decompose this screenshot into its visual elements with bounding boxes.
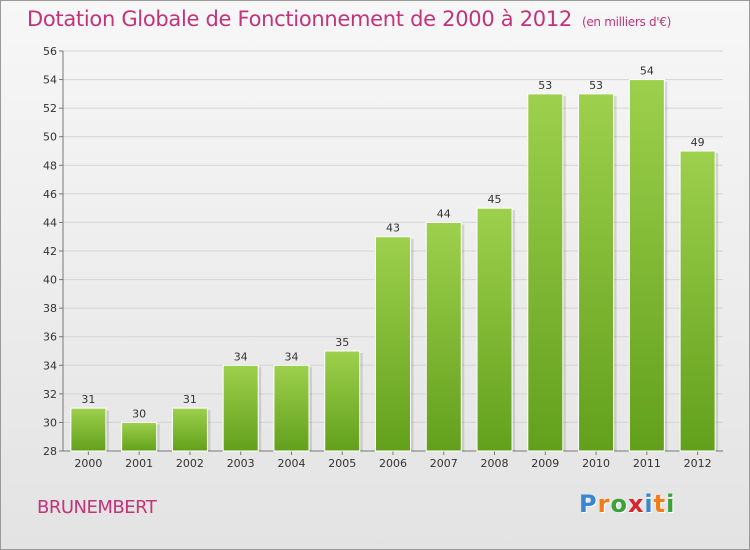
bar-value-label: 30 <box>132 407 146 420</box>
bar-value-label: 43 <box>386 222 400 235</box>
chart-title-text: Dotation Globale de Fonctionnement de 20… <box>27 7 572 31</box>
x-tick-label: 2003 <box>227 457 255 470</box>
chart-title: Dotation Globale de Fonctionnement de 20… <box>27 7 671 31</box>
bar-value-label: 44 <box>437 207 451 220</box>
location-name: BRUNEMBERT <box>37 497 157 518</box>
bar-value-label: 49 <box>691 136 705 149</box>
bar-value-label: 35 <box>335 336 349 349</box>
x-tick-label: 2011 <box>633 457 661 470</box>
bar-2004 <box>273 364 310 452</box>
y-tick-label: 30 <box>43 416 57 429</box>
bar-2002 <box>171 407 208 452</box>
bar-2000 <box>70 407 107 452</box>
y-tick-label: 56 <box>43 45 57 58</box>
bar-value-label: 34 <box>284 350 298 363</box>
x-tick-label: 2007 <box>430 457 458 470</box>
bar-value-label: 31 <box>183 393 197 406</box>
y-tick-label: 38 <box>43 302 57 315</box>
bar-value-label: 45 <box>488 193 502 206</box>
bar-value-label: 53 <box>589 79 603 92</box>
bars <box>70 79 719 452</box>
bar-2010 <box>578 93 615 452</box>
bar-2009 <box>527 93 564 452</box>
y-tick-label: 42 <box>43 245 57 258</box>
bar-2003 <box>222 364 259 452</box>
bar-value-label: 31 <box>81 393 95 406</box>
x-tick-label: 2010 <box>582 457 610 470</box>
y-tick-label: 28 <box>43 445 57 458</box>
y-tick-label: 40 <box>43 274 57 287</box>
logo-letter: i <box>644 490 654 518</box>
x-tick-label: 2006 <box>379 457 407 470</box>
bar-value-label: 34 <box>234 350 248 363</box>
y-tick-label: 52 <box>43 102 57 115</box>
y-tick-label: 48 <box>43 159 57 172</box>
y-tick-label: 34 <box>43 359 57 372</box>
bar-2006 <box>374 236 412 452</box>
bar-value-label: 54 <box>640 65 654 78</box>
y-tick-label: 50 <box>43 131 57 144</box>
x-tick-label: 2000 <box>74 457 102 470</box>
y-tick-label: 36 <box>43 331 57 344</box>
x-tick-label: 2002 <box>176 457 204 470</box>
bar-2007 <box>425 221 462 452</box>
logo-letter: i <box>666 490 676 518</box>
x-tick-label: 2008 <box>481 457 509 470</box>
proxiti-logo: Proxiti <box>579 490 675 518</box>
bar-2012 <box>679 150 716 452</box>
logo-letter: t <box>653 490 667 518</box>
x-tick-label: 2005 <box>328 457 356 470</box>
bar-value-label: 53 <box>538 79 552 92</box>
bar-2008 <box>476 207 513 452</box>
y-tick-label: 32 <box>43 388 57 401</box>
x-tick-label: 2004 <box>277 457 305 470</box>
chart-unit-label: (en milliers d'€) <box>581 15 671 29</box>
logo-letter: x <box>627 490 645 518</box>
y-tick-label: 54 <box>43 74 57 87</box>
y-tick-label: 46 <box>43 188 57 201</box>
bar-2001 <box>121 421 158 452</box>
bar-2005 <box>324 350 361 452</box>
logo-letter: o <box>610 490 628 518</box>
x-tick-label: 2009 <box>531 457 559 470</box>
labels: 28 30 32 34 36 38 40 42 44 46 48 50 52 54 56 31 2000 30 20… <box>43 45 712 470</box>
x-tick-label: 2001 <box>125 457 153 470</box>
bar-2011 <box>628 79 665 452</box>
x-tick-label: 2012 <box>684 457 712 470</box>
logo-letter: P <box>579 490 598 518</box>
y-tick-label: 44 <box>43 216 57 229</box>
logo-letter: r <box>597 490 611 518</box>
